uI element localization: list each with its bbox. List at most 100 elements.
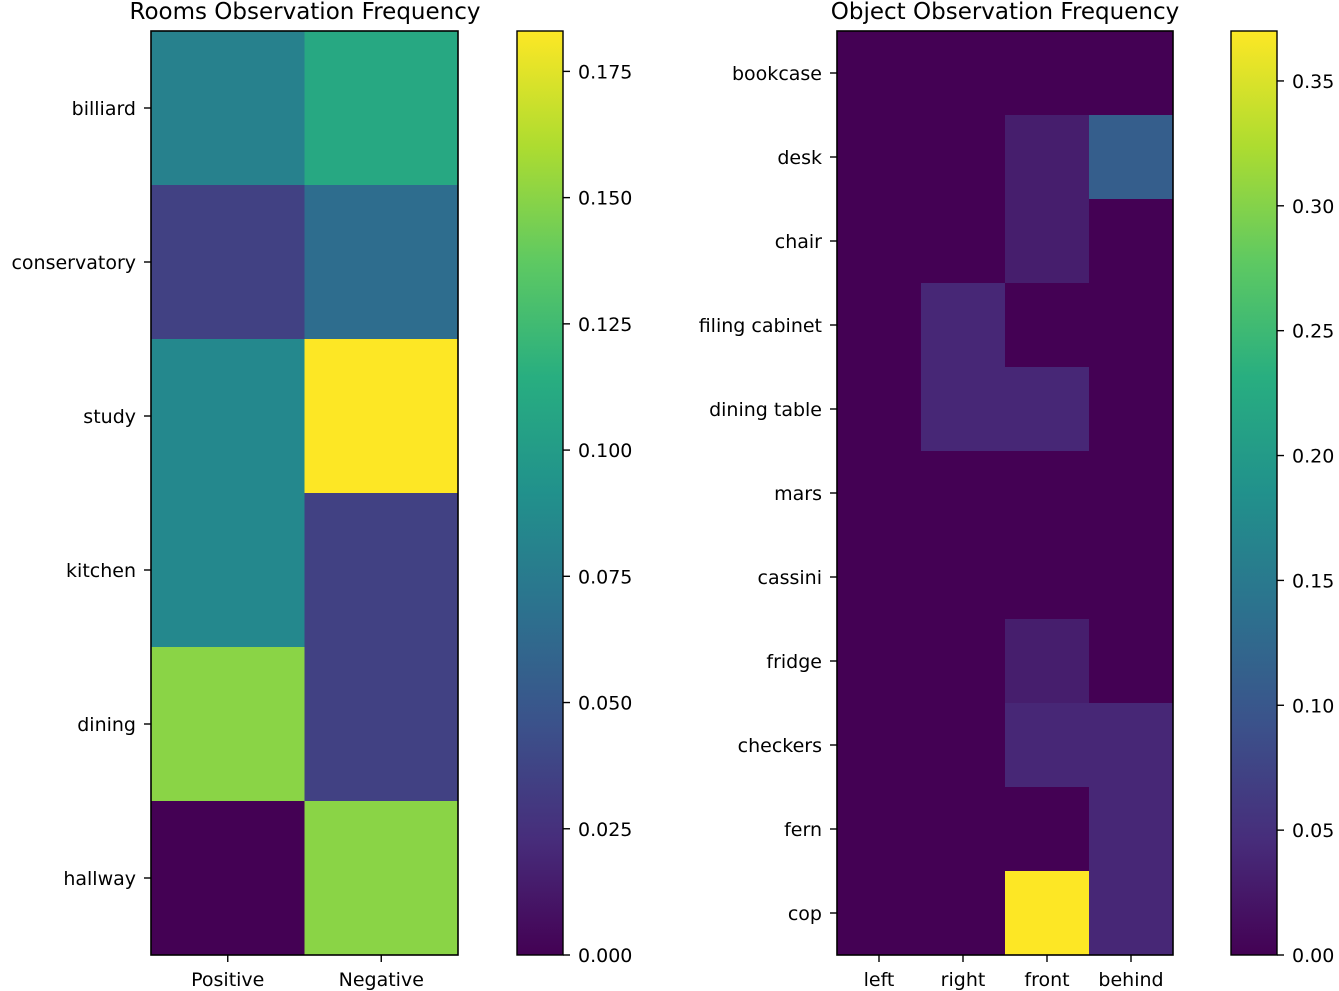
objects-cell-chair-behind [1089,199,1174,284]
rooms-cell-conservatory-negative [304,185,459,340]
objects-xtick-left: left [864,969,895,991]
objects-cell-dining-table-right [921,367,1006,452]
rooms-x-ticks: Positive Negative [191,955,424,991]
objects-ytick-bookcase: bookcase [732,63,822,85]
objects-cell-chair-front [1005,199,1090,284]
objects-cell-chair-left [837,199,922,284]
objects-cell-fern-front [1005,787,1090,872]
objects-xtick-right: right [941,969,986,991]
objects-cbtick-0: 0.00 [1292,945,1334,967]
objects-cell-cassini-right [921,535,1006,620]
rooms-xtick-negative: Negative [339,969,424,991]
objects-cell-checkers-right [921,703,1006,788]
objects-xtick-front: front [1024,969,1069,991]
objects-cell-filing-cabinet-left [837,283,922,368]
objects-y-ticks: bookcase desk chair filing cabinet dining ta… [699,63,837,925]
objects-ytick-checkers: checkers [738,735,822,757]
rooms-cell-dining-negative [304,647,459,802]
objects-cells [837,31,1174,956]
objects-cell-desk-front [1005,115,1090,200]
objects-ytick-dining-table: dining table [709,399,822,421]
rooms-cbtick-5: 0.125 [578,314,632,336]
rooms-ytick-kitchen: kitchen [66,560,136,582]
rooms-heatmap-title: Rooms Observation Frequency [130,0,481,25]
objects-cell-mars-left [837,451,922,536]
rooms-ytick-dining: dining [77,714,136,736]
objects-cell-mars-right [921,451,1006,536]
rooms-ytick-hallway: hallway [63,868,136,890]
objects-cell-bookcase-front [1005,31,1090,116]
rooms-cbtick-0: 0.000 [578,945,632,967]
rooms-cell-conservatory-positive [151,185,305,340]
objects-ytick-chair: chair [775,231,822,253]
objects-heatmap: Object Observation Frequency bookcase des… [699,0,1179,991]
rooms-colorbar: 0.000 0.025 0.050 0.075 0.100 0.125 0.150 0.175 [516,30,632,967]
objects-ytick-cassini: cassini [758,567,823,589]
objects-cbtick-5: 0.25 [1292,321,1334,343]
objects-xtick-behind: behind [1098,969,1163,991]
objects-cell-checkers-front [1005,703,1090,788]
objects-x-ticks: left right front behind [864,955,1164,991]
objects-cell-desk-behind [1089,115,1174,200]
rooms-cbtick-1: 0.025 [578,819,632,841]
objects-cell-checkers-behind [1089,703,1174,788]
rooms-cell-kitchen-positive [151,493,305,648]
objects-cell-bookcase-behind [1089,31,1174,116]
rooms-cell-kitchen-negative [304,493,459,648]
rooms-cell-billiard-negative [304,31,459,186]
objects-ytick-cop: cop [788,903,822,925]
rooms-plot-frame [150,30,459,956]
objects-cell-dining-table-behind [1089,367,1174,452]
objects-cell-mars-behind [1089,451,1174,536]
objects-ytick-fridge: fridge [766,651,822,673]
objects-colorbar: 0.00 0.05 0.10 0.15 0.20 0.25 0.30 0.35 [1230,30,1334,967]
objects-colorbar-ticks: 0.00 0.05 0.10 0.15 0.20 0.25 0.30 0.35 [1277,71,1334,967]
objects-cell-filing-cabinet-front [1005,283,1090,368]
objects-cbtick-4: 0.20 [1292,446,1334,468]
objects-cell-fridge-left [837,619,922,704]
objects-cbtick-6: 0.30 [1292,196,1334,218]
objects-cell-cassini-left [837,535,922,620]
rooms-colorbar-gradient [516,30,564,956]
objects-cbtick-2: 0.10 [1292,695,1334,717]
objects-cbtick-7: 0.35 [1292,71,1334,93]
objects-cell-cop-front [1005,871,1090,956]
objects-ytick-mars: mars [774,483,822,505]
objects-cell-desk-right [921,115,1006,200]
rooms-cbtick-6: 0.150 [578,188,632,210]
objects-cell-fridge-front [1005,619,1090,704]
rooms-ytick-conservatory: conservatory [11,252,136,274]
objects-cell-cassini-behind [1089,535,1174,620]
objects-cell-fern-behind [1089,787,1174,872]
objects-ytick-fern: fern [784,819,822,841]
rooms-xtick-positive: Positive [191,969,264,991]
objects-cell-fridge-behind [1089,619,1174,704]
rooms-cell-hallway-positive [151,801,305,956]
objects-cell-cop-left [837,871,922,956]
rooms-cell-study-positive [151,339,305,494]
rooms-cbtick-2: 0.050 [578,693,632,715]
objects-cell-fern-left [837,787,922,872]
objects-cell-fern-right [921,787,1006,872]
rooms-cbtick-4: 0.100 [578,440,632,462]
objects-colorbar-gradient [1230,30,1278,956]
objects-ytick-desk: desk [777,147,822,169]
objects-cell-filing-cabinet-right [921,283,1006,368]
objects-cell-bookcase-left [837,31,922,116]
rooms-cell-hallway-negative [304,801,459,956]
rooms-colorbar-ticks: 0.000 0.025 0.050 0.075 0.100 0.125 0.150 0.175 [563,61,632,967]
objects-cell-desk-left [837,115,922,200]
rooms-ytick-billiard: billiard [72,98,136,120]
rooms-y-ticks: billiard conservatory study kitchen dining ha… [11,98,151,890]
objects-cell-filing-cabinet-behind [1089,283,1174,368]
rooms-cell-dining-positive [151,647,305,802]
objects-cell-dining-table-left [837,367,922,452]
objects-cbtick-1: 0.05 [1292,820,1334,842]
objects-cell-chair-right [921,199,1006,284]
objects-cbtick-3: 0.15 [1292,570,1334,592]
rooms-cell-billiard-positive [151,31,305,186]
rooms-cbtick-7: 0.175 [578,61,632,83]
objects-ytick-filing-cabinet: filing cabinet [699,315,822,337]
objects-cell-cop-behind [1089,871,1174,956]
